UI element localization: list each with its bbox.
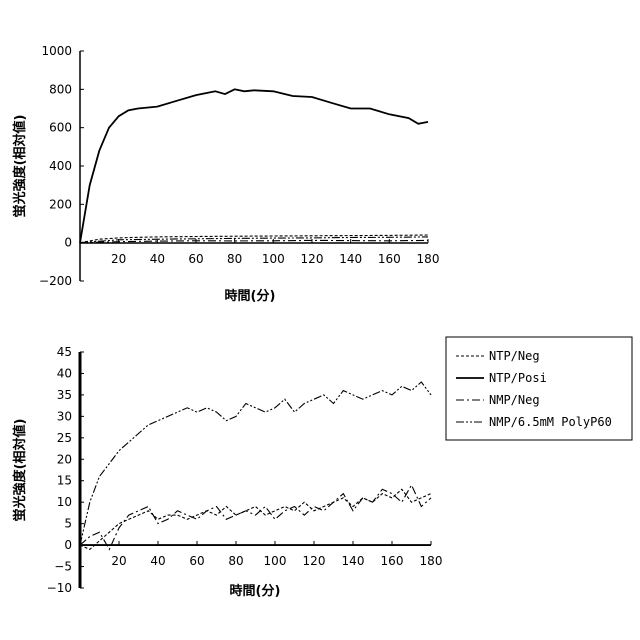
x-tick-label: 20: [111, 252, 126, 266]
y-tick-label: −5: [54, 560, 72, 574]
legend-label: NTP/Neg: [489, 349, 540, 363]
x-tick-label: 100: [262, 252, 285, 266]
y-tick-label: 30: [57, 409, 72, 423]
y-tick-label: 0: [64, 236, 72, 250]
series-line-nmp-neg: [80, 485, 431, 549]
x-tick-label: 120: [303, 554, 326, 568]
y-tick-label: −10: [47, 581, 72, 595]
y-tick-label: 20: [57, 452, 72, 466]
top-y-axis-label: 蛍光強度(相対値): [12, 115, 28, 218]
y-tick-label: 200: [49, 197, 72, 211]
legend: NTP/Neg NTP/Posi NMP/Neg NMP/6.5mM PolyP60: [446, 337, 632, 440]
x-tick-label: 140: [339, 252, 362, 266]
y-tick-label: 800: [49, 82, 72, 96]
x-tick-label: 160: [378, 252, 401, 266]
x-tick-label: 40: [150, 554, 165, 568]
top-chart: 1000 800 600 400 200 0 −200 20 40 60 80 100 120 140 1…: [12, 44, 439, 304]
y-tick-label: 10: [57, 495, 72, 509]
x-tick-label: 80: [227, 252, 242, 266]
y-tick-label: 15: [57, 474, 72, 488]
legend-label: NTP/Posi: [489, 371, 547, 385]
x-tick-label: 60: [189, 554, 204, 568]
bottom-x-axis-label: 時間(分): [230, 583, 281, 599]
x-tick-label: 140: [342, 554, 365, 568]
legend-label: NMP/6.5mM PolyP60: [489, 415, 612, 429]
x-tick-label: 180: [417, 252, 440, 266]
x-tick-label: 160: [381, 554, 404, 568]
y-tick-label: 400: [49, 159, 72, 173]
y-tick-label: 45: [57, 345, 72, 359]
series-line-ntp-posi: [80, 89, 428, 242]
legend-label: NMP/Neg: [489, 393, 540, 407]
x-tick-label: 120: [301, 252, 324, 266]
y-tick-label: 5: [64, 517, 72, 531]
bottom-y-axis-label: 蛍光強度(相対値): [12, 419, 28, 522]
y-tick-label: 0: [64, 538, 72, 552]
y-tick-label: 600: [49, 121, 72, 135]
y-tick-label: 35: [57, 388, 72, 402]
y-tick-label: 1000: [41, 44, 72, 58]
top-x-axis-label: 時間(分): [225, 288, 276, 304]
y-tick-label: 25: [57, 431, 72, 445]
x-tick-label: 20: [111, 554, 126, 568]
x-tick-label: 80: [228, 554, 243, 568]
x-tick-label: 100: [264, 554, 287, 568]
x-tick-label: 180: [420, 554, 443, 568]
x-tick-label: 60: [188, 252, 203, 266]
x-tick-label: 40: [150, 252, 165, 266]
y-tick-label: 40: [57, 366, 72, 380]
series-line-ntp-neg: [80, 489, 431, 549]
series-line-nmp-6-5mm-polyp60: [80, 382, 431, 545]
bottom-chart: 45 40 35 30 25 20 15 10 5 0 −5 −10 20 40 60 80 100 120 14…: [12, 337, 632, 599]
chart-canvas: 10008006004002000−200 204060801001201401…: [0, 0, 640, 640]
y-tick-label: −200: [39, 274, 72, 288]
